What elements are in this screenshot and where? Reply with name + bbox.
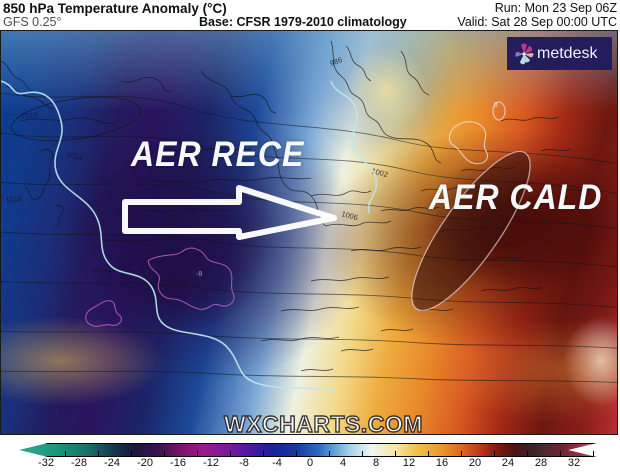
- svg-text:8: 8: [494, 102, 498, 109]
- svg-text:1014: 1014: [65, 149, 84, 163]
- svg-text:1006: 1006: [340, 209, 358, 222]
- svg-text:1010: 1010: [20, 111, 37, 121]
- svg-text:986: 986: [329, 55, 344, 68]
- svg-text:-8: -8: [196, 271, 202, 278]
- svg-text:1018: 1018: [5, 194, 23, 205]
